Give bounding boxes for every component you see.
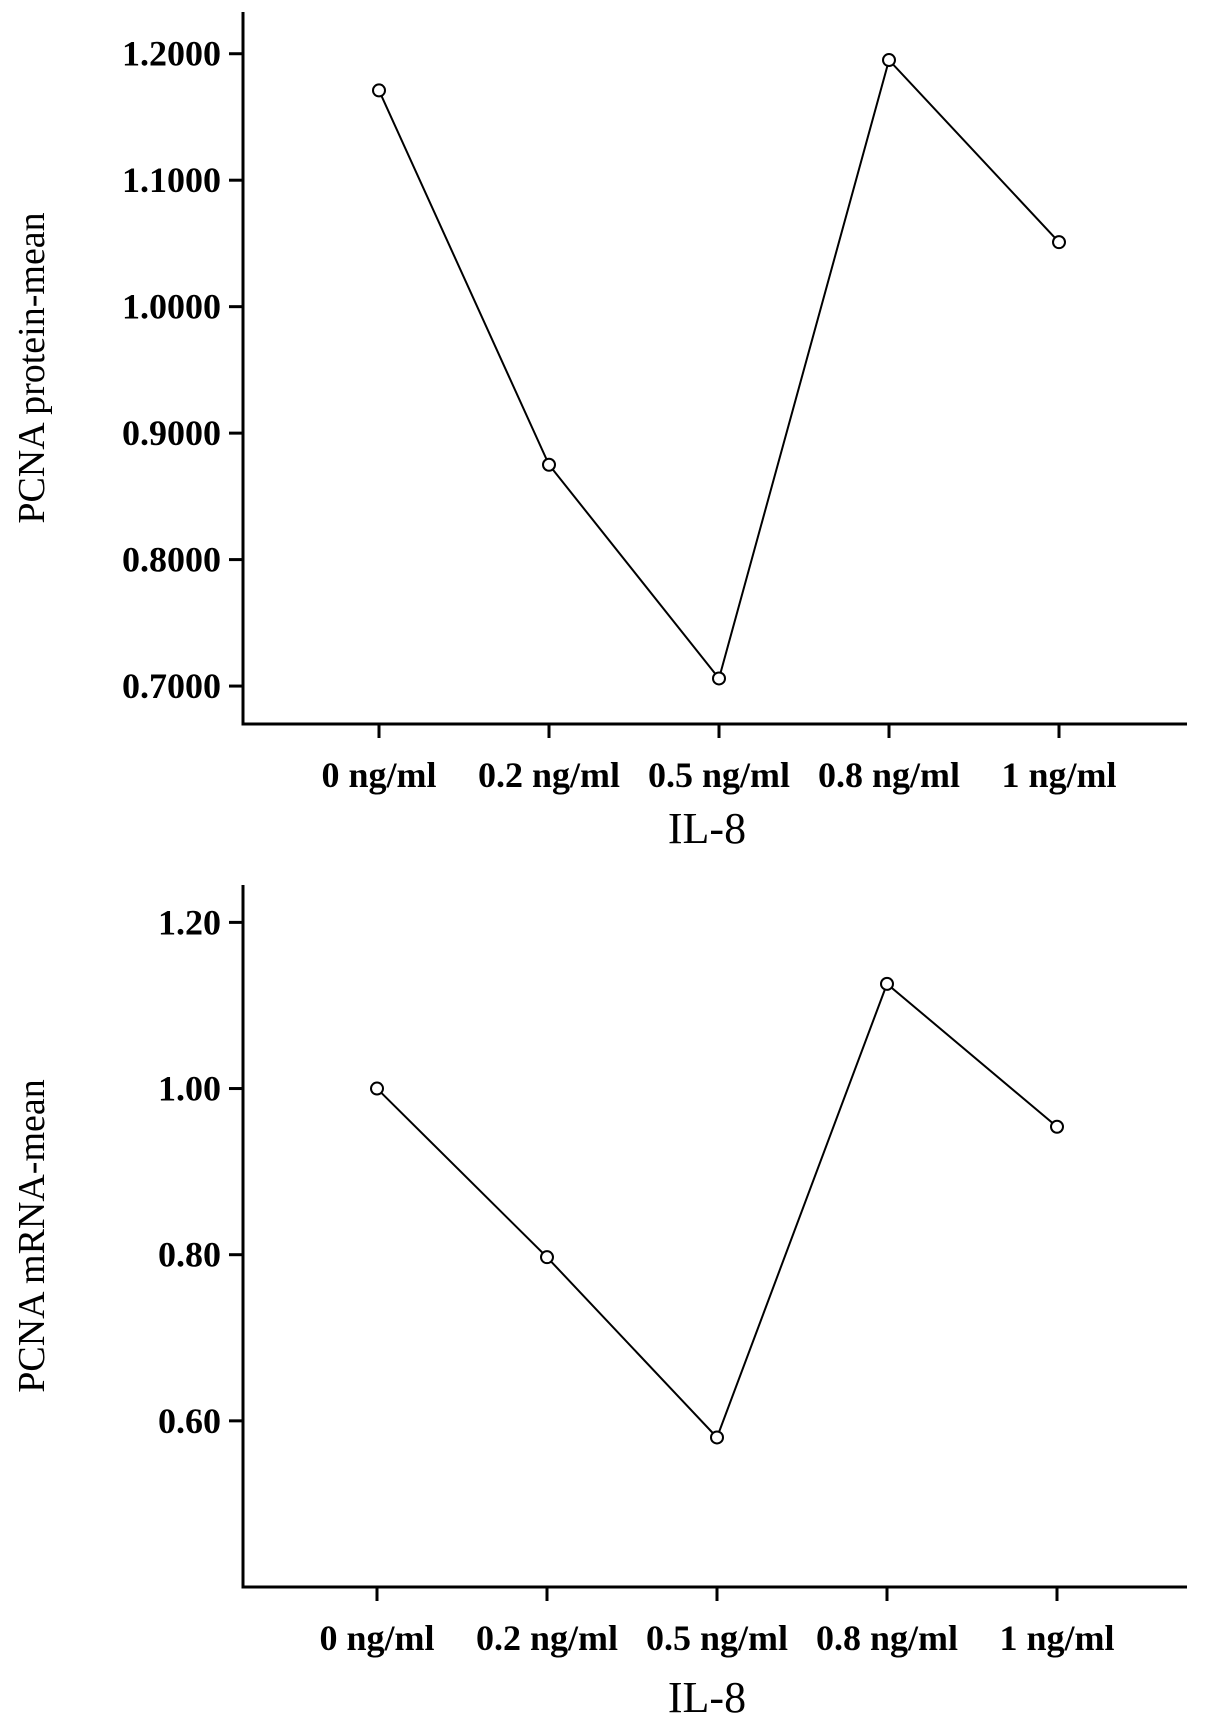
x-tick-label: 0.8 ng/ml — [818, 755, 960, 795]
x-tick-label: 0.8 ng/ml — [816, 1618, 958, 1658]
x-tick-label: 1 ng/ml — [999, 1618, 1114, 1658]
x-tick-label: 0.5 ng/ml — [648, 755, 790, 795]
data-point — [1052, 235, 1066, 250]
data-point — [540, 1250, 554, 1265]
x-axis-title: IL-8 — [668, 1673, 746, 1721]
data-point — [880, 976, 894, 991]
x-tick-label: 0 ng/ml — [321, 755, 436, 795]
y-axis-title: PCNA mRNA-mean — [11, 1079, 53, 1393]
y-tick-label: 1.1000 — [122, 160, 221, 200]
y-tick-label: 1.2000 — [122, 34, 221, 74]
x-tick-label: 0 ng/ml — [319, 1618, 434, 1658]
data-point — [712, 671, 726, 686]
axes — [241, 12, 1187, 726]
data-point — [882, 53, 896, 68]
x-tick-label: 0.2 ng/ml — [478, 755, 620, 795]
x-tick-label: 0.2 ng/ml — [476, 1618, 618, 1658]
x-tick-label: 0.5 ng/ml — [646, 1618, 788, 1658]
data-point — [542, 457, 556, 472]
y-tick-label: 1.20 — [158, 902, 221, 942]
y-tick-label: 0.8000 — [122, 540, 221, 580]
x-axis-title: IL-8 — [668, 804, 746, 853]
y-axis-title: PCNA protein-mean — [11, 212, 53, 523]
y-tick-label: 1.0000 — [122, 287, 221, 327]
y-tick-label: 1.00 — [158, 1069, 221, 1109]
series-line — [378, 58, 1060, 681]
y-tick-label: 0.80 — [158, 1235, 221, 1275]
data-point — [372, 83, 386, 98]
data-point — [710, 1430, 724, 1445]
y-tick-label: 0.9000 — [122, 413, 221, 453]
data-point — [370, 1081, 384, 1096]
chart-panel-1: 0.7000 0.8000 0.9000 1.0000 1.1000 1.2000 0 ng… — [11, 12, 1187, 853]
axes — [241, 885, 1187, 1589]
y-tick-label: 0.60 — [158, 1401, 221, 1441]
chart-panel-2: 0.60 0.80 1.00 1.20 0 ng/ml 0.2 ng/ml 0.5 ng/m… — [11, 885, 1187, 1721]
x-tick-label: 1 ng/ml — [1001, 755, 1116, 795]
y-tick-label: 0.7000 — [122, 666, 221, 706]
series-line — [376, 982, 1058, 1440]
data-point — [1050, 1119, 1064, 1134]
